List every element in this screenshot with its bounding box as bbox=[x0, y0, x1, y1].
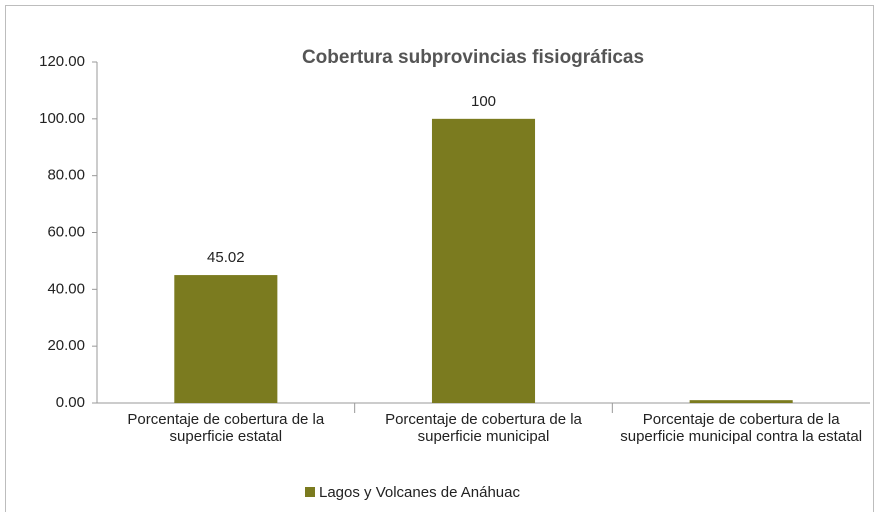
data-label: 100 bbox=[471, 93, 496, 110]
bar bbox=[174, 275, 278, 403]
legend-label: Lagos y Volcanes de Anáhuac bbox=[319, 484, 520, 501]
chart-title: Cobertura subprovincias fisiográficas bbox=[302, 47, 644, 68]
bar bbox=[431, 118, 536, 403]
y-tick-label: 80.00 bbox=[47, 167, 85, 184]
y-tick-label: 40.00 bbox=[47, 280, 85, 297]
data-label: 45.02 bbox=[207, 249, 245, 266]
chart-frame bbox=[5, 5, 874, 512]
y-tick-label: 60.00 bbox=[47, 223, 85, 240]
x-tick-label: Porcentaje de cobertura de la superficie… bbox=[620, 411, 863, 445]
y-tick-label: 20.00 bbox=[47, 337, 85, 354]
legend-swatch bbox=[305, 487, 315, 497]
y-tick-label: 100.00 bbox=[39, 110, 85, 127]
y-tick-label: 120.00 bbox=[39, 53, 85, 70]
y-tick-label: 0.00 bbox=[56, 394, 85, 411]
x-tick-label: Porcentaje de cobertura de la superficie… bbox=[127, 411, 325, 445]
x-tick-label: Porcentaje de cobertura de la superficie… bbox=[385, 411, 582, 445]
bar bbox=[689, 400, 793, 403]
